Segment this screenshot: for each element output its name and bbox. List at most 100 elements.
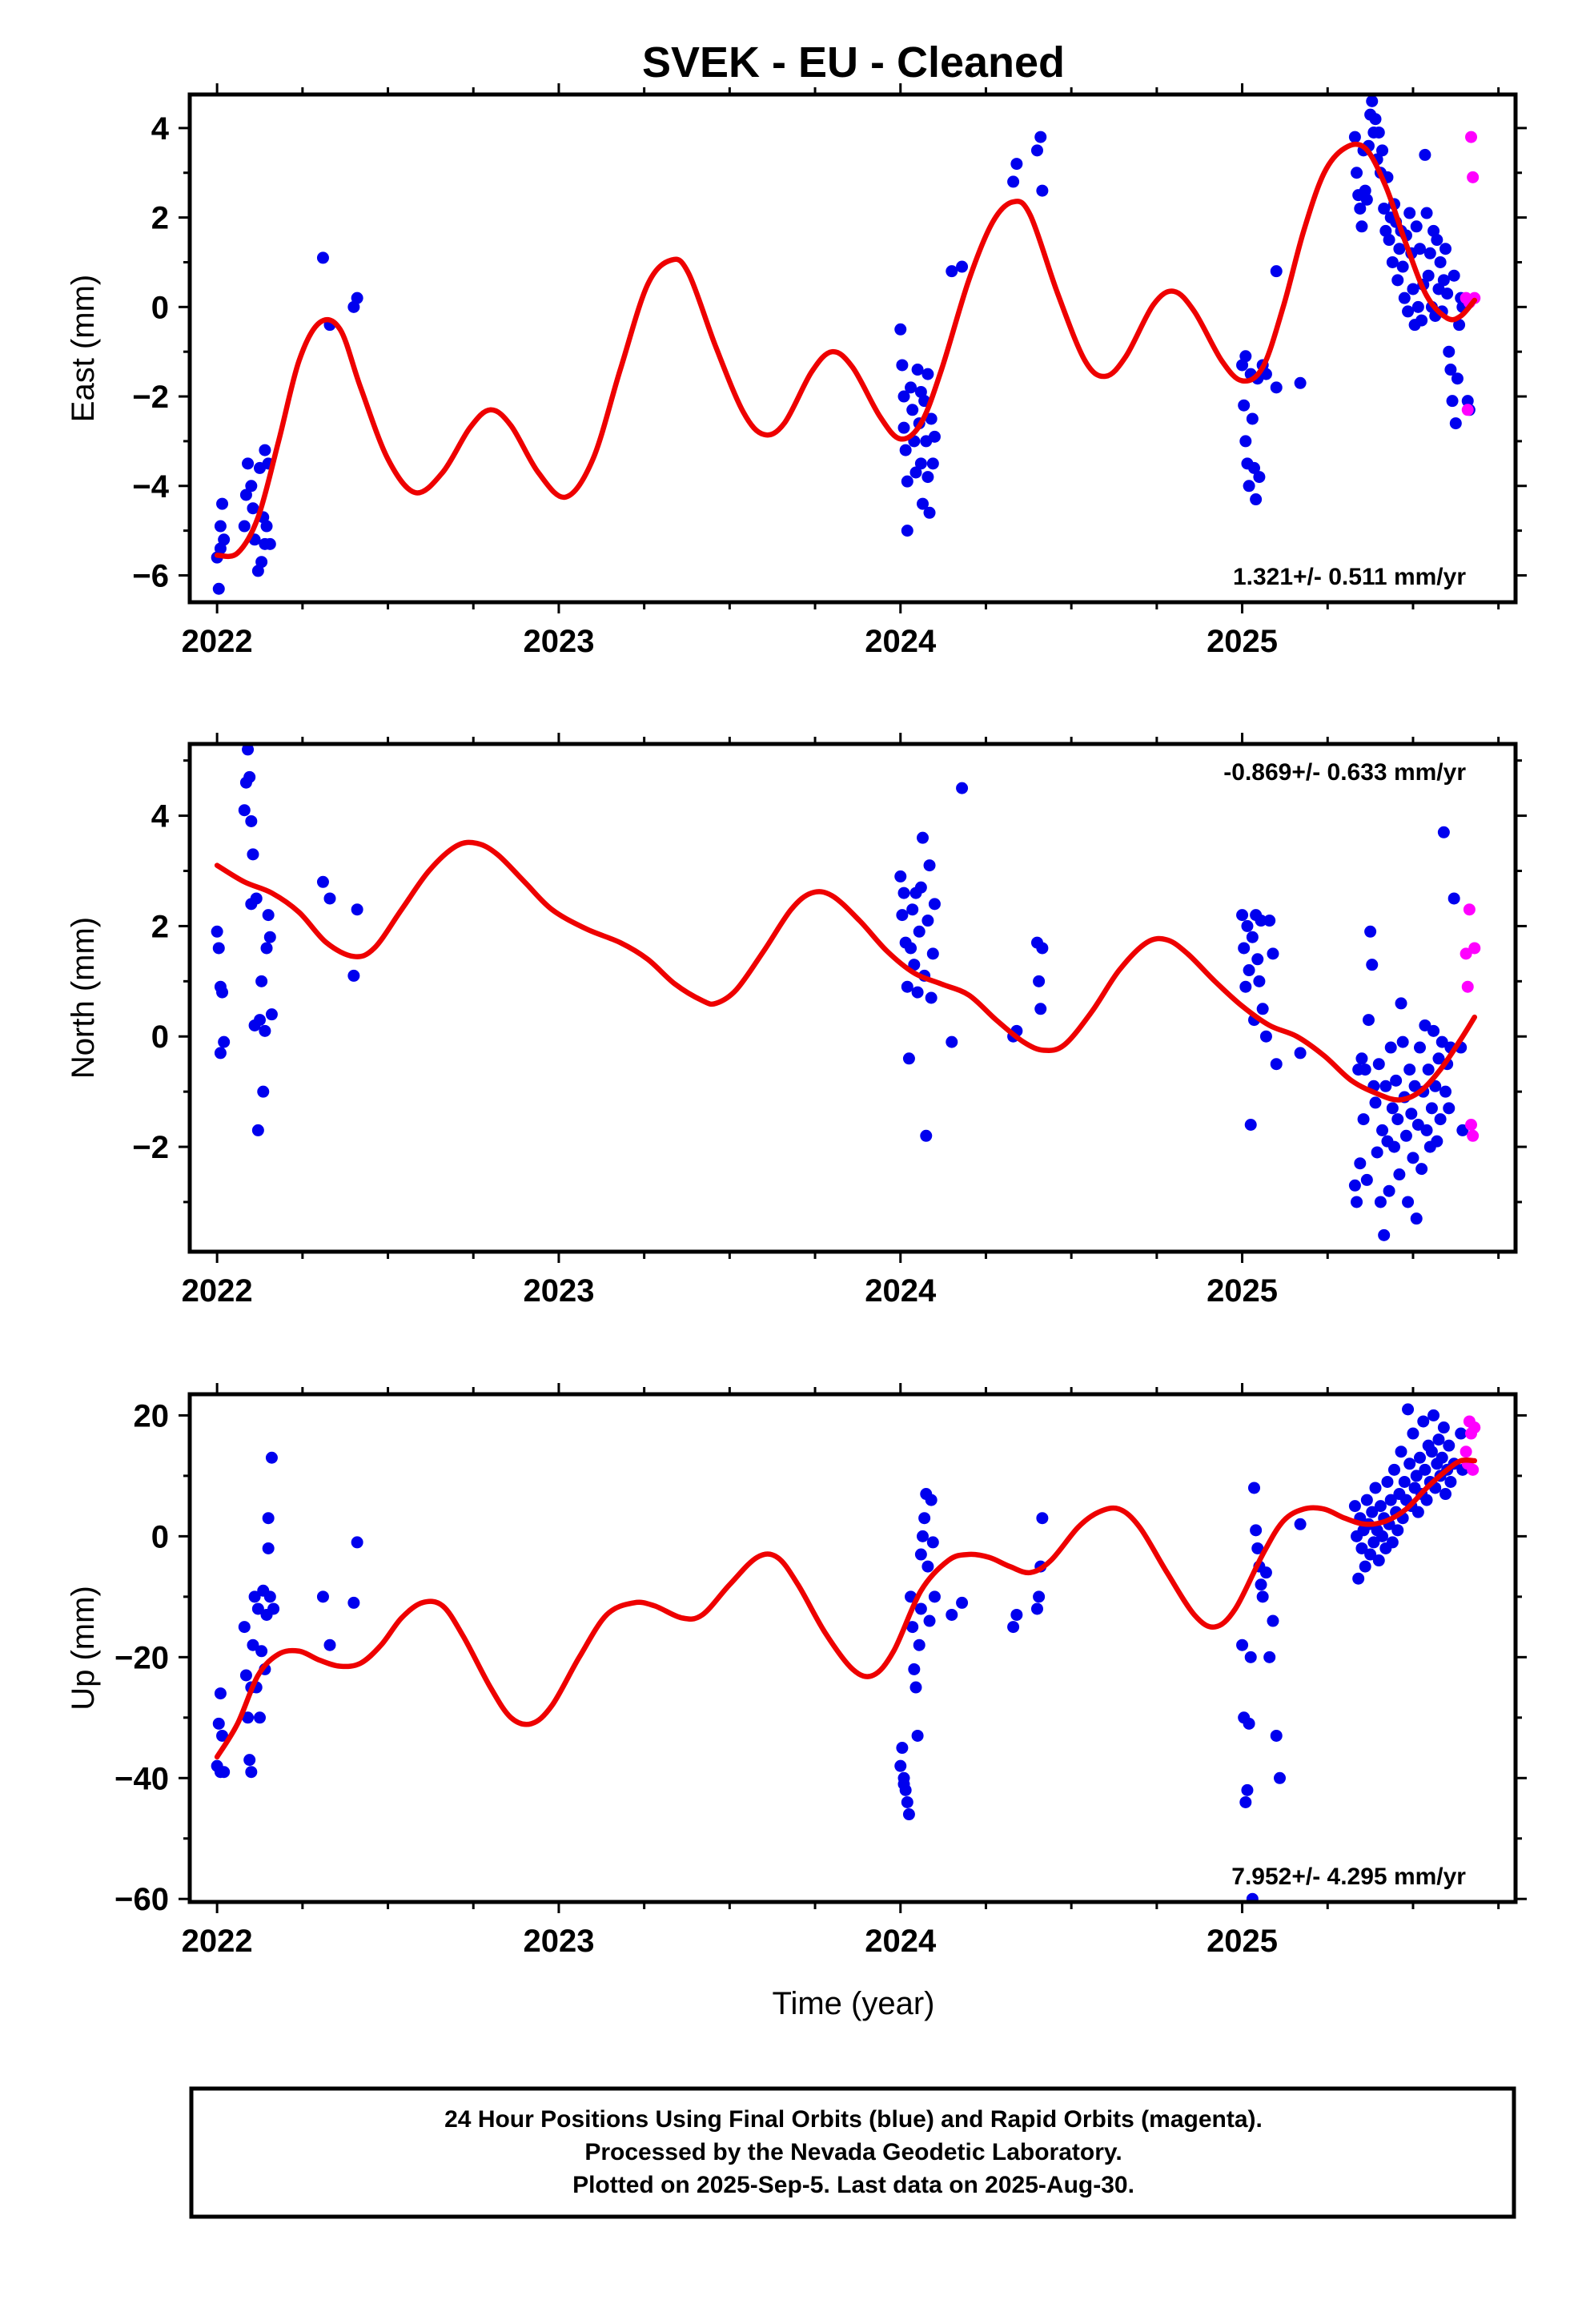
final-orbit-point xyxy=(1372,126,1385,139)
x-tick-label: 2025 xyxy=(1207,1924,1278,1959)
velocity-label: 7.952+/- 4.295 mm/yr xyxy=(1231,1864,1466,1890)
final-orbit-point xyxy=(1372,1058,1385,1071)
y-tick-label: −60 xyxy=(114,1882,169,1917)
final-orbit-point xyxy=(906,903,919,916)
final-orbit-point xyxy=(243,1754,256,1767)
final-orbit-point xyxy=(914,1548,927,1561)
final-orbit-point xyxy=(906,1621,919,1634)
final-orbit-point xyxy=(347,969,360,982)
final-orbit-point xyxy=(1270,381,1283,394)
final-orbit-point xyxy=(1461,395,1474,408)
final-orbit-point xyxy=(921,471,934,484)
final-orbit-point xyxy=(894,1759,907,1772)
y-tick-label: −40 xyxy=(114,1761,169,1796)
plot-frame xyxy=(187,1392,1518,1904)
final-orbit-point xyxy=(260,942,273,955)
final-orbit-point xyxy=(1383,1184,1395,1197)
final-orbit-point xyxy=(896,359,909,372)
final-orbit-point xyxy=(1251,1542,1264,1554)
final-orbit-point xyxy=(1413,1041,1426,1054)
final-orbit-point xyxy=(251,1602,264,1615)
final-orbit-point xyxy=(1359,1063,1371,1076)
y-tick-label: 4 xyxy=(151,799,170,834)
x-tick-label: 2022 xyxy=(182,624,253,659)
final-orbit-point xyxy=(238,520,251,533)
final-orbit-point xyxy=(1267,1614,1279,1627)
final-orbit-point xyxy=(1420,1494,1433,1506)
footer-line-1: 24 Hour Positions Using Final Orbits (bl… xyxy=(444,2106,1263,2133)
final-orbit-point xyxy=(916,1530,929,1542)
model-curve xyxy=(214,141,1478,560)
final-orbit-point xyxy=(1443,1102,1456,1115)
final-orbit-point xyxy=(1294,1047,1307,1059)
final-orbit-point xyxy=(238,804,251,817)
final-orbit-point xyxy=(1451,372,1464,385)
final-orbit-point xyxy=(1359,184,1371,197)
y-tick-label: −2 xyxy=(132,1130,169,1165)
final-orbit-point xyxy=(239,489,252,501)
final-orbit-point xyxy=(1270,1729,1283,1742)
final-orbit-point xyxy=(911,986,924,999)
final-orbit-point xyxy=(1432,1052,1445,1065)
final-orbit-point xyxy=(905,381,917,394)
final-orbit-point xyxy=(257,1085,270,1098)
final-orbit-point xyxy=(1374,1196,1387,1208)
footer-box xyxy=(189,2086,1516,2219)
final-orbit-point xyxy=(946,1608,958,1621)
rapid-orbit-point xyxy=(1465,131,1478,143)
final-orbit-point xyxy=(1351,1196,1363,1208)
x-tick-label: 2023 xyxy=(523,1924,594,1959)
final-orbit-point xyxy=(1355,1542,1368,1554)
final-orbit-point xyxy=(1379,1080,1392,1092)
final-orbit-point xyxy=(1348,1500,1361,1513)
final-orbit-point xyxy=(1422,269,1435,282)
final-orbit-point xyxy=(1359,1560,1371,1573)
final-orbit-point xyxy=(1256,1590,1269,1603)
final-orbit-point xyxy=(913,925,926,938)
x-axis-label: Time (year) xyxy=(773,1986,935,2021)
final-orbit-point xyxy=(1381,1475,1394,1488)
final-orbit-point xyxy=(1263,1651,1276,1663)
final-orbit-point xyxy=(896,1742,909,1755)
final-orbit-point xyxy=(1360,1173,1373,1186)
final-orbit-point xyxy=(923,506,936,519)
final-orbit-point xyxy=(1270,1058,1283,1071)
final-orbit-point xyxy=(255,975,268,987)
final-orbit-point xyxy=(897,390,910,403)
final-orbit-point xyxy=(1383,234,1395,247)
final-orbit-point xyxy=(218,533,231,546)
final-orbit-point xyxy=(1420,1124,1433,1136)
final-orbit-point xyxy=(1407,283,1419,296)
y-tick-label: 2 xyxy=(151,909,169,944)
final-orbit-point xyxy=(1427,1024,1440,1037)
final-orbit-point xyxy=(1391,274,1404,287)
final-orbit-point xyxy=(928,1590,941,1603)
final-orbit-point xyxy=(1419,1463,1431,1476)
final-orbit-point xyxy=(1387,1140,1400,1153)
final-orbit-point xyxy=(1386,1102,1399,1115)
final-orbit-point xyxy=(1413,1451,1426,1464)
final-orbit-point xyxy=(347,1596,360,1609)
final-orbit-point xyxy=(1007,1621,1020,1634)
final-orbit-point xyxy=(1007,175,1020,188)
final-orbit-point xyxy=(920,1129,933,1142)
rapid-orbit-point xyxy=(1460,947,1472,960)
up-panel: 2022 2023 2024 2025 −60 −40 −20 0 20 Up (mm) 7.952… xyxy=(66,1383,1527,1959)
y-tick-label: −4 xyxy=(132,469,169,505)
final-orbit-point xyxy=(1425,1102,1438,1115)
chart-title: SVEK - EU - Cleaned xyxy=(642,38,1065,86)
final-orbit-point xyxy=(1410,220,1423,233)
final-orbit-point xyxy=(1434,255,1447,268)
y-tick-label: −20 xyxy=(114,1640,169,1675)
final-orbit-point xyxy=(1410,1212,1423,1225)
plot-area xyxy=(211,1403,1481,1902)
final-orbit-point xyxy=(1407,1427,1419,1440)
final-orbit-point xyxy=(1255,915,1267,927)
final-orbit-point xyxy=(925,1494,938,1506)
final-orbit-point xyxy=(1455,1427,1468,1440)
final-orbit-point xyxy=(926,457,939,470)
final-orbit-point xyxy=(1034,1003,1047,1015)
final-orbit-point xyxy=(267,1602,280,1615)
final-orbit-point xyxy=(1444,364,1457,376)
final-orbit-point xyxy=(1435,1035,1448,1048)
